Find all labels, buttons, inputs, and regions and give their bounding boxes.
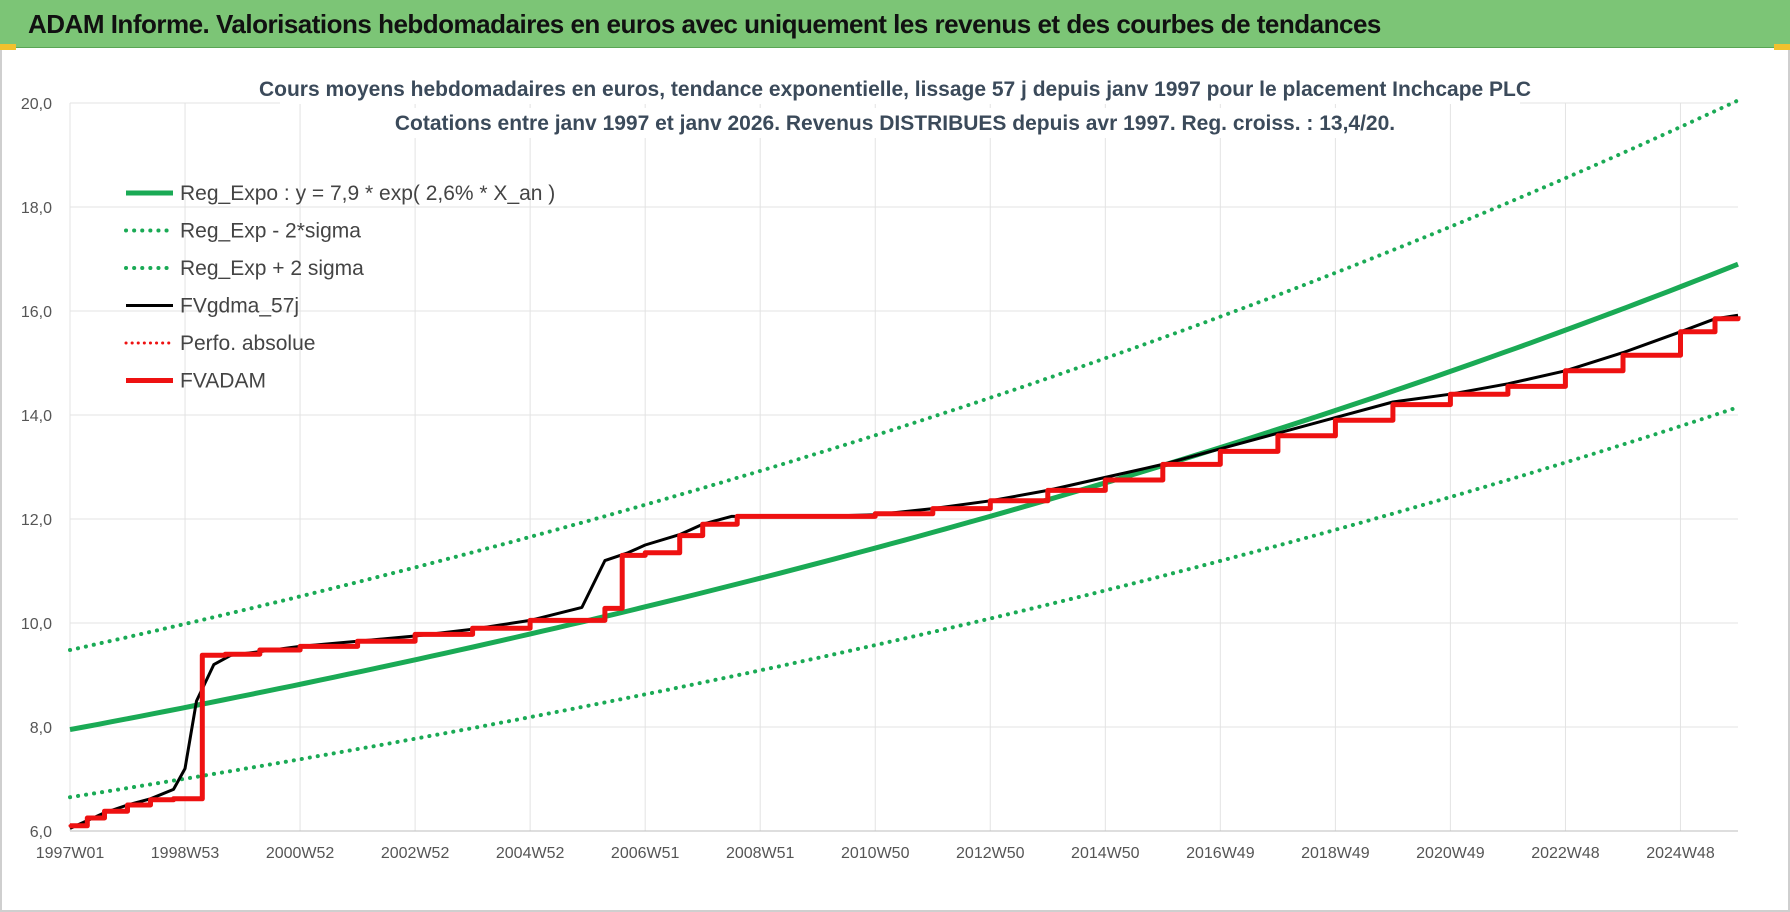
chart-subtitle: Cotations entre janv 1997 et janv 2026. … <box>395 112 1395 135</box>
x-tick-label: 2002W52 <box>381 845 450 862</box>
x-tick-label: 2014W50 <box>1071 845 1140 862</box>
x-tick-label: 2010W50 <box>841 845 910 862</box>
x-tick-label: 2018W49 <box>1301 845 1370 862</box>
x-tick-label: 2012W50 <box>956 845 1025 862</box>
y-tick-label: 10,0 <box>21 616 52 633</box>
x-tick-label: 1998W53 <box>151 845 220 862</box>
y-tick-label: 12,0 <box>21 512 52 529</box>
legend-label: Reg_Exp - 2*sigma <box>180 220 361 243</box>
chart-title: Cours moyens hebdomadaires en euros, ten… <box>259 78 1531 101</box>
y-tick-label: 14,0 <box>21 408 52 425</box>
x-tick-label: 2016W49 <box>1186 845 1255 862</box>
y-tick-label: 18,0 <box>21 200 52 217</box>
x-tick-label: 2020W49 <box>1416 845 1485 862</box>
legend-label: FVgdma_57j <box>180 295 299 318</box>
line-chart: 1997W01 1998W53 2000W52 2002W52 2004W52 2006W… <box>21 72 1741 862</box>
x-tick-label: 1997W01 <box>36 845 105 862</box>
chart-legend: Reg_Expo : y = 7,9 * exp( 2,6% * X_an ) R… <box>124 182 555 393</box>
banner-title: ADAM Informe. Valorisations hebdomadaire… <box>28 9 1381 39</box>
x-tick-label: 2022W48 <box>1531 845 1600 862</box>
series-line-0 <box>69 261 1739 733</box>
title-backdrop <box>280 72 1520 104</box>
legend-label: Reg_Expo : y = 7,9 * exp( 2,6% * X_an ) <box>180 182 555 205</box>
chart-frame <box>0 48 1790 912</box>
x-tick-label: 2008W51 <box>726 845 795 862</box>
x-tick-label: 2004W52 <box>496 845 565 862</box>
report-banner: ADAM Informe. Valorisations hebdomadaire… <box>0 0 1790 48</box>
x-axis-ticks: 1997W01 1998W53 2000W52 2002W52 2004W52 2006W… <box>36 845 1715 862</box>
y-tick-label: 16,0 <box>21 304 52 321</box>
legend-label: Reg_Exp + 2 sigma <box>180 257 364 280</box>
y-axis-ticks: 6,0 8,0 10,0 12,0 14,0 16,0 18,0 20,0 <box>21 96 52 841</box>
subtitle-backdrop <box>410 108 1390 138</box>
x-tick-label: 2000W52 <box>266 845 335 862</box>
x-tick-label: 2006W51 <box>611 845 680 862</box>
series-line-1 <box>68 405 1740 800</box>
legend-label: FVADAM <box>180 370 266 393</box>
series-line-2 <box>68 98 1740 652</box>
legend-label: Perfo. absolue <box>180 332 315 355</box>
corner-accent-right <box>1774 44 1790 50</box>
y-tick-label: 6,0 <box>30 824 52 841</box>
corner-accent-left <box>0 44 16 50</box>
y-tick-label: 20,0 <box>21 96 52 113</box>
series-line-5 <box>70 316 1741 829</box>
chart-grid <box>69 102 1738 832</box>
x-tick-label: 2024W48 <box>1646 845 1715 862</box>
chart-series <box>68 98 1741 830</box>
y-tick-label: 8,0 <box>30 720 52 737</box>
